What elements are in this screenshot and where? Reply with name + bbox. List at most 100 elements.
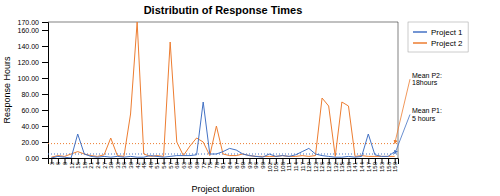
x-tick-label: 117 [300, 161, 306, 171]
legend-frame [408, 22, 468, 52]
y-tick-mark [42, 46, 48, 47]
x-tick-label: 42 [135, 161, 141, 168]
x-tick-label: 114 [293, 161, 299, 171]
x-tick-label: 102 [267, 161, 273, 172]
y-axis-line [42, 23, 49, 159]
x-tick: 144 [359, 158, 365, 172]
y-tick-mark [42, 110, 48, 111]
y-axis-title: Response Hours [2, 56, 12, 124]
y-tick-label: 20.00 [21, 139, 39, 146]
x-tick: 21 [88, 158, 94, 169]
x-tick-label: 3 [49, 161, 55, 165]
x-tick-label: 123 [313, 161, 319, 172]
legend-item: Project 1 [413, 28, 463, 37]
x-tick: 81 [220, 158, 226, 169]
x-tick-label: 69 [194, 161, 200, 168]
title: Distributin of Response Times [144, 4, 303, 16]
annotation-line: Mean P1: [412, 107, 442, 114]
x-tick-label: 90 [240, 161, 246, 168]
x-tick-label: 72 [201, 161, 207, 168]
x-tick-label: 9 [62, 161, 68, 165]
x-tick-label: 99 [260, 161, 266, 168]
x-tick: 132 [333, 158, 339, 172]
x-tick-label: 45 [141, 161, 147, 168]
x-tick: 27 [102, 158, 108, 169]
y-tick: 60.00 [21, 107, 48, 114]
x-tick-label: 129 [326, 161, 332, 172]
legend-item: Project 2 [413, 39, 463, 48]
x-tick: 123 [313, 158, 319, 172]
x-tick: 105 [273, 158, 279, 172]
plot: 3691215182124273033363942454851545760636… [18, 19, 469, 172]
x-tick-label: 75 [207, 161, 213, 168]
plot-frame [48, 22, 398, 23]
x-tick: 114 [293, 158, 299, 172]
x-tick-label: 81 [220, 161, 226, 168]
legend-swatch [413, 42, 427, 44]
x-tick-label: 60 [174, 161, 180, 168]
x-tick-label: 27 [102, 161, 108, 168]
y-tick-label: 60.00 [21, 107, 39, 114]
y-tick-label: 170.00 [18, 19, 40, 26]
x-tick: 51 [154, 158, 160, 169]
y-tick: 80.00 [21, 91, 48, 98]
x-tick: 129 [326, 158, 332, 172]
y-tick-mark [42, 78, 48, 79]
x-tick-label: 54 [161, 161, 167, 168]
x-tick-label: 111 [286, 161, 292, 171]
x-tick-label: 108 [280, 161, 286, 172]
x-tick: 9 [62, 158, 68, 165]
y-tick: 20.00 [21, 139, 48, 146]
x-tick: 3 [49, 158, 55, 165]
x-tick-label: 36 [121, 161, 127, 168]
x-tick-label: 126 [319, 161, 325, 172]
x-tick-label: 159 [392, 161, 398, 172]
x-tick: 147 [366, 158, 372, 172]
y-tick-mark [42, 94, 48, 95]
x-tick-label: 150 [372, 161, 378, 172]
annotation: Mean P1:5 hours [412, 107, 442, 122]
x-tick: 30 [108, 158, 114, 169]
x-tick: 39 [128, 158, 134, 169]
x-tick: 96 [253, 158, 259, 169]
x-tick: 126 [319, 158, 325, 172]
x-tick-label: 135 [339, 161, 345, 172]
chart-container: 3691215182124273033363942454851545760636… [0, 0, 500, 196]
x-tick: 150 [372, 158, 378, 172]
x-tick-label: 15 [75, 161, 81, 168]
plot-frame [398, 22, 399, 158]
x-tick: 45 [141, 158, 147, 169]
legend-swatch [413, 31, 427, 33]
y-tick-mark [42, 62, 48, 63]
x-tick-label: 156 [386, 161, 392, 172]
y-tick: 160.00 [18, 27, 48, 34]
x-tick-label: 33 [115, 161, 121, 168]
x-tick-label: 96 [253, 161, 259, 168]
y-axis: 0.0020.0040.0060.0080.00100.00120.00140.… [18, 19, 49, 162]
x-tick-label: 147 [366, 161, 372, 172]
x-tick-label: 93 [247, 161, 253, 168]
mean-line [48, 143, 398, 144]
x-tick: 117 [300, 158, 306, 172]
x-tick: 57 [168, 158, 174, 169]
x-tick-label: 12 [69, 161, 75, 168]
x-tick: 87 [234, 158, 240, 169]
x-tick: 18 [82, 158, 88, 169]
y-tick: 140.00 [18, 43, 48, 50]
annotation-line: Mean P2: [412, 72, 442, 79]
x-tick-label: 144 [359, 161, 365, 172]
y-tick-mark [42, 142, 48, 143]
legend-label: Project 1 [431, 28, 463, 37]
x-tick: 93 [247, 158, 253, 169]
x-tick: 156 [386, 158, 392, 172]
annotation-line: 5 hours [412, 115, 436, 122]
x-tick: 138 [346, 158, 352, 172]
y-tick-label: 120.00 [18, 59, 40, 66]
marks [48, 22, 398, 158]
x-tick: 33 [115, 158, 121, 169]
x-axis-title: Project duration [191, 184, 254, 194]
x-tick-label: 87 [234, 161, 240, 168]
x-tick: 90 [240, 158, 246, 169]
x-tick-label: 24 [95, 161, 101, 168]
x-tick: 72 [201, 158, 207, 169]
